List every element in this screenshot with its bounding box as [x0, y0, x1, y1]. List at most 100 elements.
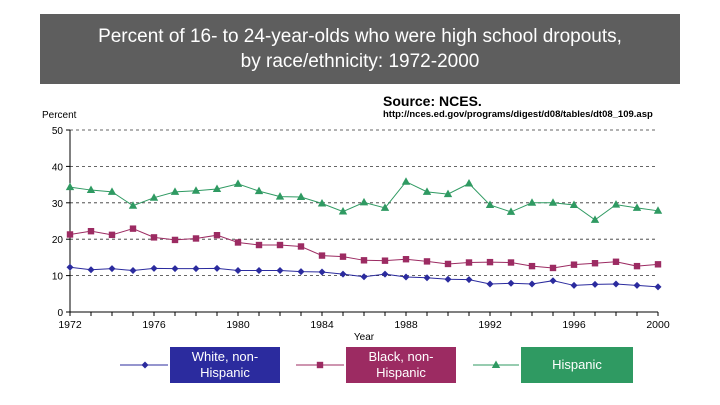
y-tick-label: 10 — [52, 272, 64, 283]
data-point-hispanic — [128, 201, 138, 209]
data-point-white — [402, 273, 410, 281]
data-point-hispanic — [485, 200, 495, 208]
data-point-hispanic — [359, 197, 369, 206]
data-point-white — [213, 264, 221, 272]
y-tick-label: 50 — [52, 126, 64, 137]
x-tick-label: 1980 — [226, 319, 250, 331]
data-point-black — [108, 231, 116, 239]
data-point-black — [150, 234, 158, 241]
data-point-white — [339, 270, 347, 278]
y-tick-label: 30 — [52, 199, 64, 210]
legend-label-hispanic: Hispanic — [552, 357, 602, 372]
data-point-black — [381, 257, 389, 264]
data-point-white — [486, 280, 494, 288]
data-point-black — [528, 262, 536, 270]
chart-title-line-2: by race/ethnicity: 1972-2000 — [240, 51, 480, 72]
data-point-hispanic — [254, 186, 264, 195]
data-point-white — [192, 265, 200, 273]
data-point-black — [549, 264, 557, 272]
x-tick-label: 1992 — [478, 319, 502, 331]
data-point-hispanic — [317, 199, 327, 207]
x-tick-label: 1988 — [394, 319, 418, 331]
legend-swatch-marker-white — [141, 361, 149, 369]
data-point-black — [255, 241, 263, 249]
y-tick-label: 20 — [52, 235, 64, 246]
data-point-black — [591, 260, 599, 267]
data-point-hispanic — [548, 198, 558, 206]
data-point-white — [297, 268, 305, 276]
data-point-hispanic — [86, 185, 96, 194]
data-point-black — [444, 260, 452, 268]
data-point-black — [465, 259, 473, 266]
chart-title-line-1: Percent of 16- to 24-year-olds who were … — [98, 26, 622, 47]
data-point-white — [570, 281, 578, 289]
data-point-white — [423, 274, 431, 282]
data-point-white — [528, 280, 536, 288]
data-point-black — [171, 236, 179, 244]
data-point-hispanic — [506, 207, 516, 215]
data-point-hispanic — [569, 200, 579, 208]
data-point-white — [444, 275, 452, 283]
chart-title-banner: Percent of 16- to 24-year-olds who were … — [40, 14, 680, 84]
data-point-hispanic — [380, 203, 390, 211]
data-point-hispanic — [611, 200, 621, 208]
data-point-hispanic — [422, 187, 432, 195]
data-point-hispanic — [233, 179, 243, 187]
x-tick-label: 1972 — [58, 319, 82, 331]
data-point-white — [465, 276, 473, 284]
data-point-black — [507, 259, 515, 266]
data-point-white — [255, 267, 263, 275]
data-point-black — [633, 262, 641, 270]
data-point-white — [108, 265, 116, 273]
legend-box-white: White, non-Hispanic — [170, 347, 280, 383]
data-point-white — [171, 265, 179, 273]
data-point-black — [213, 231, 221, 239]
data-point-hispanic — [191, 186, 201, 194]
data-point-black — [297, 243, 305, 250]
y-axis-label: Percent — [42, 110, 77, 121]
data-point-black — [570, 261, 578, 268]
data-point-hispanic — [443, 189, 453, 198]
data-point-white — [150, 264, 158, 272]
data-point-black — [66, 231, 74, 238]
data-point-hispanic — [401, 177, 411, 185]
data-point-white — [276, 267, 284, 275]
data-point-hispanic — [212, 184, 222, 192]
data-point-hispanic — [65, 182, 75, 191]
data-point-hispanic — [107, 187, 117, 195]
data-point-white — [129, 267, 137, 275]
data-point-black — [87, 227, 95, 235]
data-point-hispanic — [275, 192, 285, 200]
data-point-white — [234, 267, 242, 275]
data-point-white — [318, 268, 326, 276]
x-tick-label: 1996 — [562, 319, 586, 331]
data-point-white — [612, 280, 620, 288]
source-label: Source: NCES. — [383, 93, 482, 109]
data-point-black — [129, 225, 137, 232]
data-point-hispanic — [653, 206, 663, 214]
x-tick-label: 1984 — [310, 319, 334, 331]
data-point-white — [654, 283, 662, 291]
data-point-black — [654, 261, 662, 268]
data-point-white — [633, 281, 641, 289]
data-point-white — [360, 273, 368, 281]
data-point-hispanic — [296, 192, 306, 200]
y-tick-label: 40 — [52, 162, 64, 173]
data-point-black — [276, 241, 284, 249]
x-tick-label: 1976 — [142, 319, 166, 331]
data-point-hispanic — [149, 193, 159, 201]
legend-label-white: White, non-Hispanic — [191, 349, 259, 380]
legend-swatch-marker-black — [316, 361, 324, 369]
data-point-black — [402, 256, 410, 263]
data-point-black — [234, 239, 242, 246]
data-point-white — [87, 266, 95, 274]
legend-box-hispanic: Hispanic — [521, 347, 633, 383]
data-point-hispanic — [338, 207, 348, 215]
data-point-hispanic — [170, 187, 180, 195]
y-tick-label: 0 — [57, 308, 63, 319]
data-point-black — [318, 252, 326, 259]
x-tick-label: 2000 — [646, 319, 670, 331]
x-axis-label: Year — [354, 332, 375, 343]
data-point-hispanic — [527, 198, 537, 206]
